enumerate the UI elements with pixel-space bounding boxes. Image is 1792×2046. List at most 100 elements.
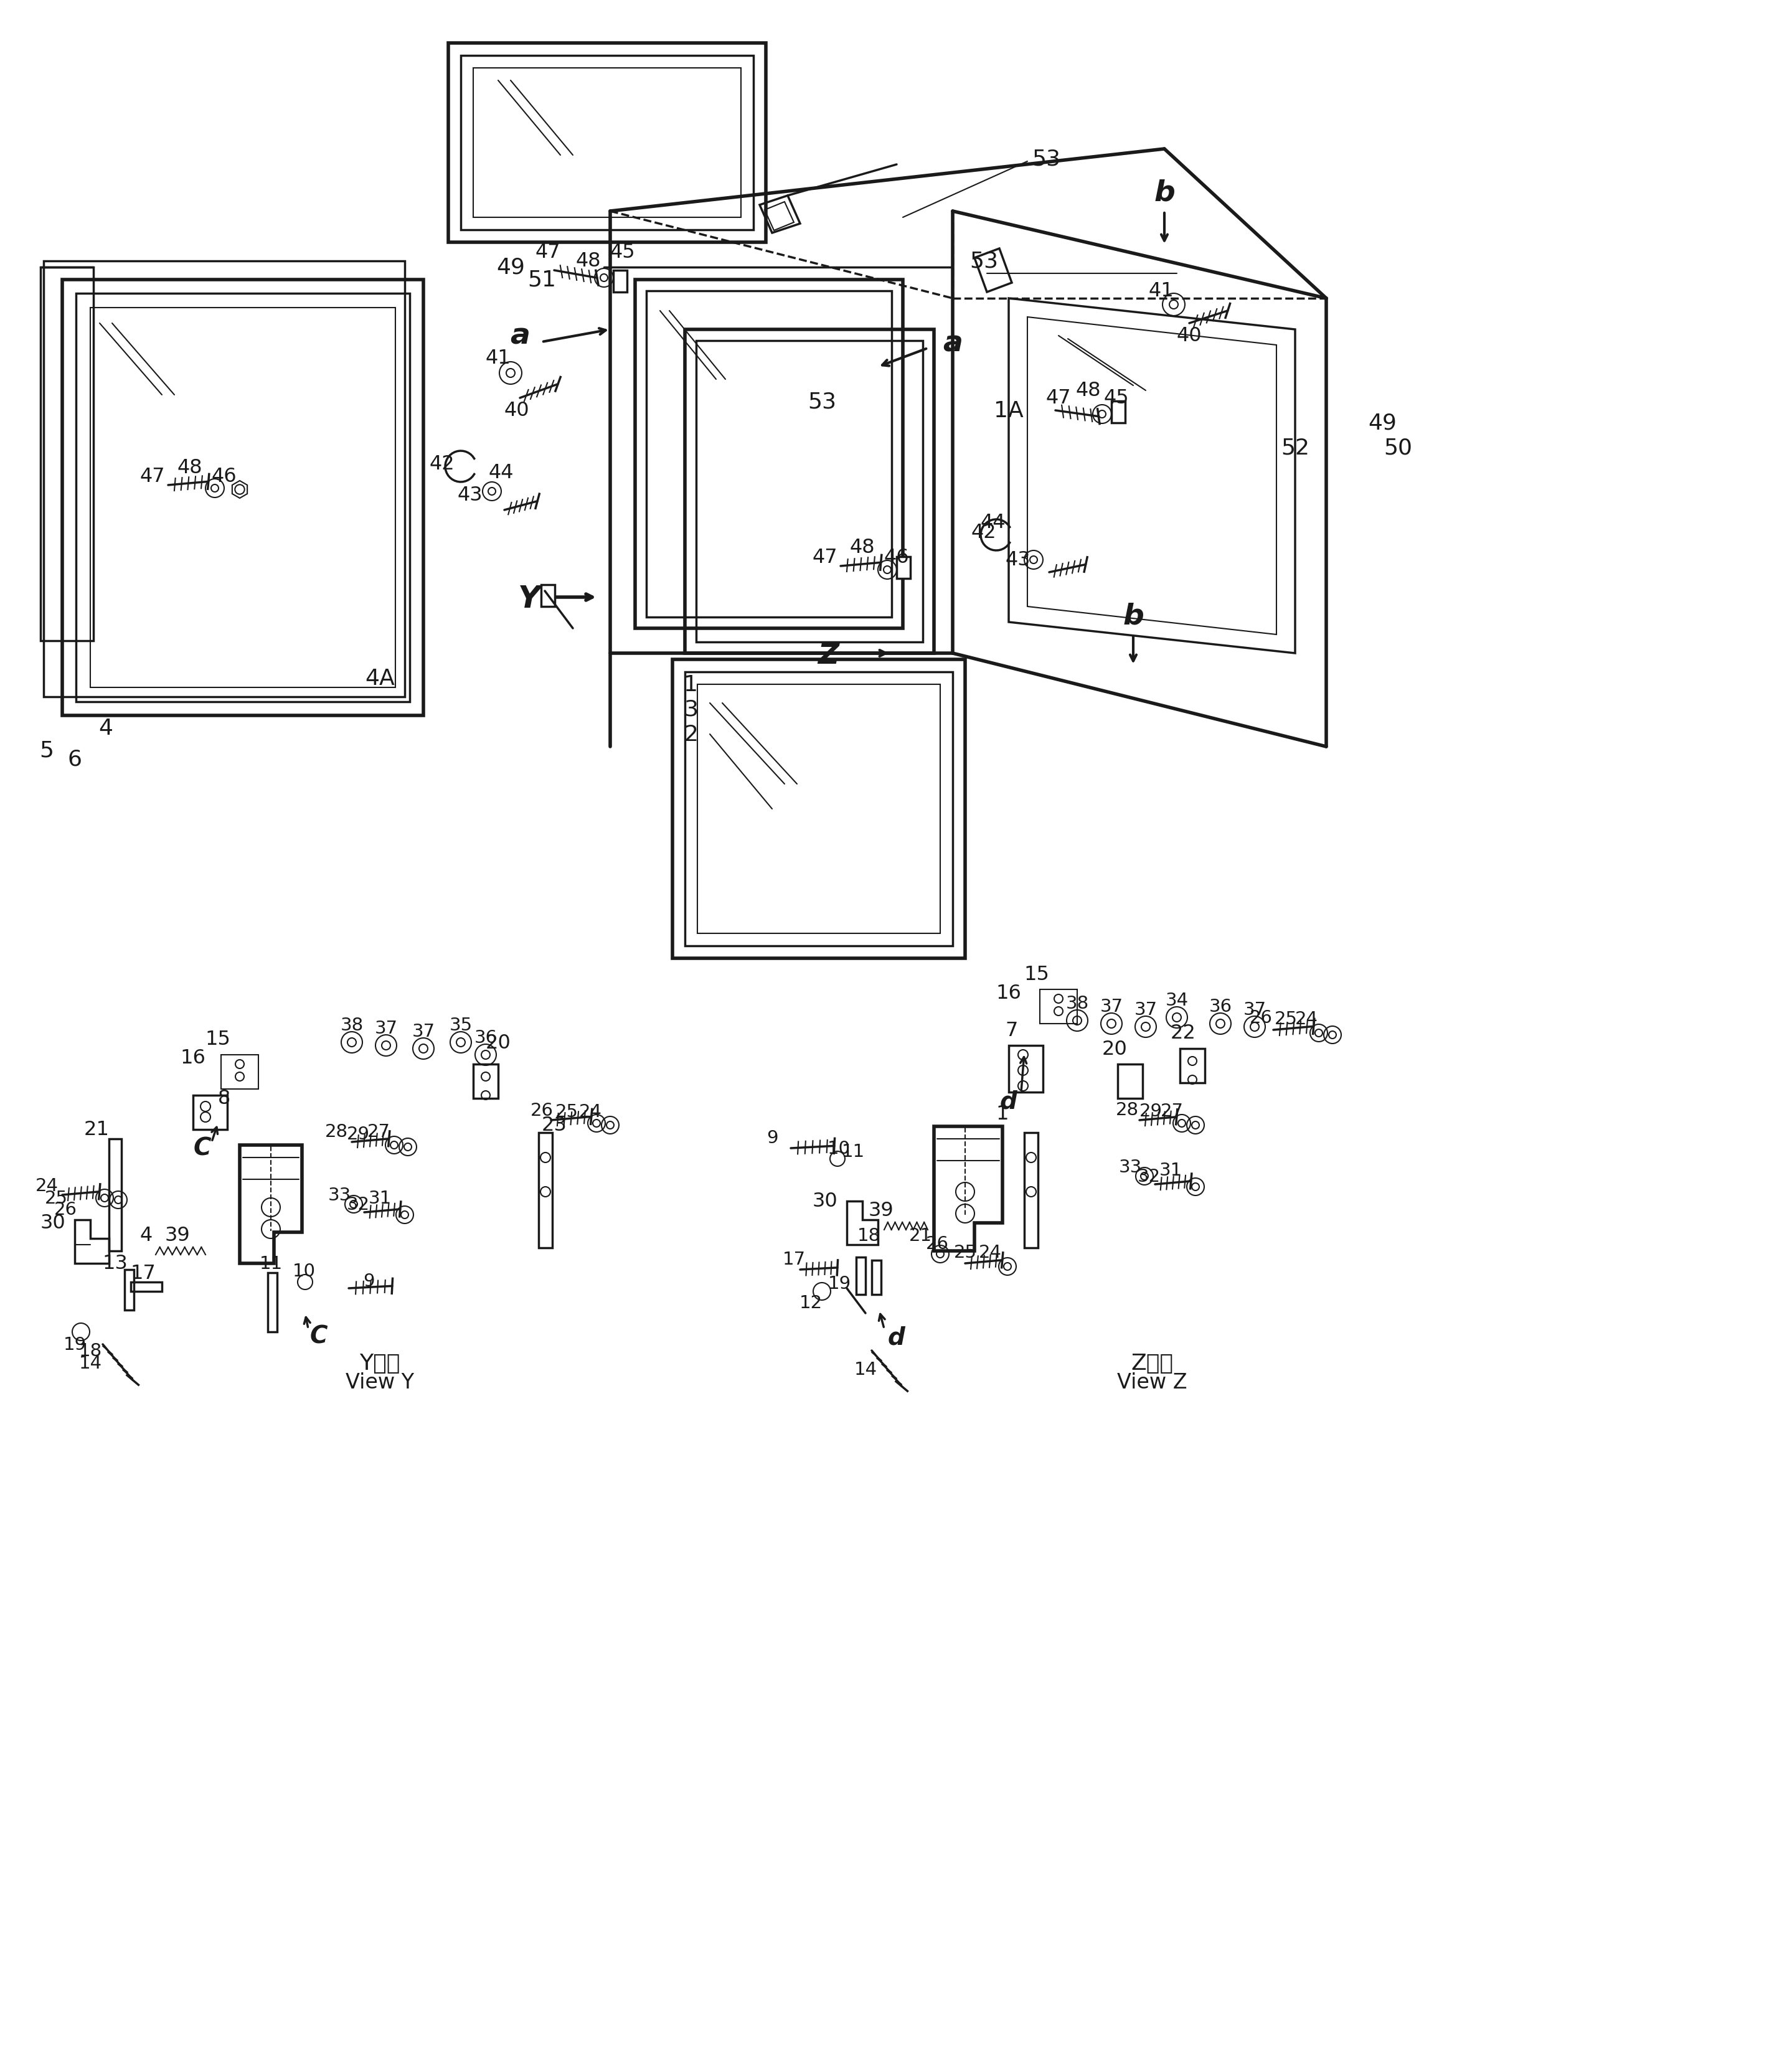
Text: 16: 16 <box>181 1048 206 1068</box>
Text: 13: 13 <box>102 1254 127 1273</box>
Text: View Z: View Z <box>1116 1371 1186 1391</box>
Text: 48: 48 <box>1075 381 1100 399</box>
Text: 19: 19 <box>63 1336 86 1352</box>
Text: 1: 1 <box>996 1105 1009 1123</box>
Text: 41: 41 <box>486 348 511 368</box>
Text: 4: 4 <box>99 718 113 739</box>
Text: 48: 48 <box>177 458 202 477</box>
Polygon shape <box>896 557 910 579</box>
Text: 23: 23 <box>541 1115 566 1136</box>
Text: 20: 20 <box>1102 1039 1127 1058</box>
Text: 37: 37 <box>412 1023 435 1039</box>
Text: 11: 11 <box>842 1144 864 1160</box>
Text: 43: 43 <box>1005 550 1030 571</box>
Text: 5: 5 <box>39 739 54 761</box>
Text: 42: 42 <box>971 522 996 542</box>
Text: 26: 26 <box>1249 1009 1272 1027</box>
Text: 48: 48 <box>575 252 600 270</box>
Text: 44: 44 <box>980 514 1005 532</box>
Text: 29: 29 <box>1140 1103 1163 1119</box>
Text: 52: 52 <box>1281 438 1310 458</box>
Text: 47: 47 <box>140 466 165 485</box>
Text: 36: 36 <box>475 1029 496 1046</box>
Text: 10: 10 <box>828 1140 849 1158</box>
Text: 47: 47 <box>536 241 561 262</box>
Text: 9: 9 <box>362 1273 375 1289</box>
Text: 53: 53 <box>969 252 998 272</box>
Polygon shape <box>613 270 627 293</box>
Text: 40: 40 <box>1177 327 1202 346</box>
Text: 24: 24 <box>579 1103 602 1121</box>
Text: 30: 30 <box>39 1213 66 1234</box>
Text: a: a <box>943 329 962 358</box>
Text: 32: 32 <box>346 1195 369 1213</box>
Text: Z: Z <box>817 642 839 669</box>
Text: 14: 14 <box>855 1361 876 1379</box>
Text: 11: 11 <box>260 1254 283 1273</box>
Text: 26: 26 <box>530 1101 554 1119</box>
Text: 28: 28 <box>324 1123 348 1140</box>
Text: 24: 24 <box>978 1244 1002 1260</box>
Text: 4: 4 <box>140 1226 152 1246</box>
Text: 25: 25 <box>953 1244 977 1260</box>
Text: 1A: 1A <box>995 401 1023 421</box>
Text: 49: 49 <box>1367 413 1396 434</box>
Text: 15: 15 <box>206 1029 231 1050</box>
Text: d: d <box>889 1326 905 1348</box>
Text: 41: 41 <box>1149 282 1174 301</box>
Text: 27: 27 <box>1159 1103 1183 1119</box>
Text: 37: 37 <box>1100 998 1124 1015</box>
Text: 7: 7 <box>1005 1021 1018 1039</box>
Text: 12: 12 <box>799 1293 823 1311</box>
Text: C: C <box>194 1138 211 1160</box>
Text: C: C <box>310 1324 328 1348</box>
Text: 37: 37 <box>375 1019 398 1037</box>
Polygon shape <box>1111 401 1125 424</box>
Text: 28: 28 <box>1115 1101 1138 1119</box>
Text: 25: 25 <box>556 1103 579 1121</box>
Text: 29: 29 <box>346 1125 369 1144</box>
Text: 25: 25 <box>45 1189 68 1207</box>
Text: b: b <box>1154 178 1176 207</box>
Text: 26: 26 <box>926 1236 948 1252</box>
Text: 14: 14 <box>79 1354 102 1373</box>
Text: 21: 21 <box>909 1228 932 1244</box>
Text: 47: 47 <box>812 548 837 567</box>
Text: 9: 9 <box>767 1129 778 1146</box>
Text: 17: 17 <box>131 1262 156 1283</box>
Text: b: b <box>1122 602 1143 630</box>
Text: 51: 51 <box>527 270 556 291</box>
Text: 53: 53 <box>1032 147 1061 170</box>
Text: 24: 24 <box>1296 1011 1317 1027</box>
Text: 6: 6 <box>68 749 82 769</box>
Text: 39: 39 <box>869 1201 894 1219</box>
Text: 33: 33 <box>328 1187 351 1203</box>
Text: 32: 32 <box>1138 1168 1161 1185</box>
Text: 8: 8 <box>219 1088 231 1109</box>
Text: 46: 46 <box>883 548 909 567</box>
Text: 39: 39 <box>165 1226 190 1246</box>
Text: 49: 49 <box>496 258 525 278</box>
Text: 40: 40 <box>504 401 529 421</box>
Text: 53: 53 <box>808 391 837 411</box>
Text: 44: 44 <box>489 462 514 483</box>
Text: 47: 47 <box>1047 389 1072 407</box>
Text: Y　視: Y 視 <box>360 1352 400 1373</box>
Text: 37: 37 <box>1244 1000 1267 1019</box>
Text: 50: 50 <box>1383 438 1412 458</box>
Text: 21: 21 <box>84 1119 109 1140</box>
Text: 45: 45 <box>1104 389 1129 407</box>
Text: 24: 24 <box>36 1176 57 1195</box>
Text: 10: 10 <box>292 1262 315 1279</box>
Text: 45: 45 <box>609 241 636 262</box>
Text: 31: 31 <box>1159 1162 1183 1178</box>
Text: Z　視: Z 視 <box>1131 1352 1174 1373</box>
Text: 22: 22 <box>1170 1023 1195 1043</box>
Text: 30: 30 <box>812 1191 837 1211</box>
Text: d: d <box>1000 1091 1018 1113</box>
Text: 27: 27 <box>367 1123 391 1140</box>
Text: 2: 2 <box>685 724 699 745</box>
Text: 19: 19 <box>828 1275 851 1293</box>
Text: 42: 42 <box>430 454 455 473</box>
Text: 25: 25 <box>1274 1011 1297 1027</box>
